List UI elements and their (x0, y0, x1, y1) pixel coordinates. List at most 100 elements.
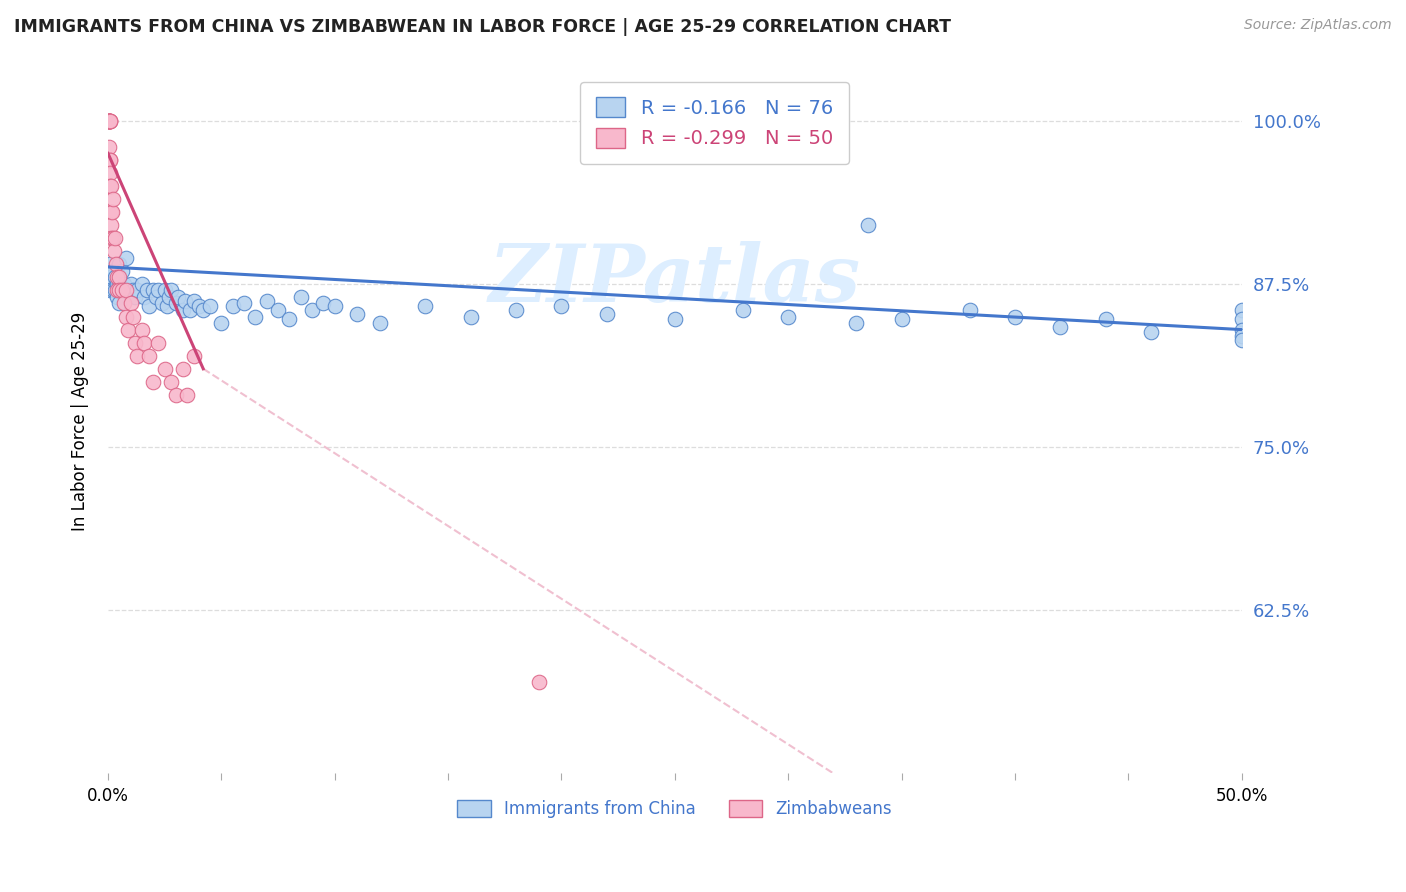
Point (856, 218, 879, 232)
Point (101, 231, 124, 245)
Point (1230, 303, 1253, 318)
Point (97, 113, 120, 128)
Point (245, 310, 267, 324)
Point (108, 277, 131, 291)
Point (115, 251, 138, 265)
Point (146, 335, 169, 350)
Point (221, 299, 243, 313)
Point (98, 166, 121, 180)
Point (460, 310, 482, 324)
Point (110, 264, 132, 278)
Point (108, 296, 131, 310)
Point (165, 296, 187, 310)
Point (142, 375, 165, 389)
Point (127, 349, 149, 363)
Point (110, 284, 132, 298)
Point (120, 296, 142, 310)
Point (183, 293, 205, 308)
Point (890, 312, 912, 326)
Point (301, 303, 323, 318)
Point (290, 290, 312, 304)
Point (368, 316, 391, 330)
Point (157, 290, 180, 304)
Point (120, 277, 142, 291)
Point (138, 349, 160, 363)
Point (146, 284, 169, 298)
Point (172, 303, 194, 318)
Point (323, 299, 346, 313)
Point (1230, 312, 1253, 326)
Point (193, 303, 215, 318)
Point (100, 218, 122, 232)
Point (1230, 323, 1253, 337)
Point (153, 361, 176, 376)
Point (256, 293, 278, 308)
Point (105, 277, 128, 291)
Point (101, 264, 124, 278)
Point (131, 323, 153, 337)
Point (101, 192, 124, 206)
Point (122, 284, 145, 298)
Point (312, 296, 335, 310)
Point (134, 335, 156, 350)
Point (105, 270, 128, 285)
Point (115, 310, 138, 324)
Point (550, 299, 572, 313)
Point (98, 270, 121, 285)
Point (98, 113, 121, 128)
Point (98, 113, 121, 128)
Point (1049, 320, 1071, 334)
Point (160, 284, 183, 298)
Point (101, 205, 124, 219)
Point (100, 179, 122, 194)
Point (101, 284, 124, 298)
Point (134, 290, 156, 304)
Point (152, 296, 174, 310)
Point (97, 113, 120, 128)
Point (959, 303, 981, 318)
Point (117, 323, 139, 337)
Point (138, 299, 160, 313)
Point (346, 307, 368, 321)
Point (100, 179, 122, 194)
Point (167, 290, 190, 304)
Point (145, 290, 167, 304)
Point (505, 303, 527, 318)
Point (176, 388, 198, 402)
Point (233, 296, 256, 310)
Point (160, 375, 183, 389)
Point (100, 231, 122, 245)
Point (122, 310, 145, 324)
Text: Source: ZipAtlas.com: Source: ZipAtlas.com (1244, 18, 1392, 32)
Point (1230, 333, 1253, 347)
Point (97, 113, 120, 128)
Point (100, 205, 122, 219)
Point (267, 303, 290, 318)
Point (415, 299, 437, 313)
Point (98, 113, 121, 128)
Point (187, 299, 209, 313)
Point (1094, 312, 1116, 326)
Point (156, 299, 179, 313)
Point (1140, 325, 1163, 339)
Point (1004, 310, 1026, 324)
Point (108, 284, 131, 298)
Point (104, 270, 127, 285)
Point (198, 299, 221, 313)
Point (97, 113, 120, 128)
Point (98, 140, 121, 154)
Point (112, 277, 135, 291)
Point (103, 244, 125, 259)
Point (731, 303, 754, 318)
Point (778, 310, 800, 324)
Point (98, 257, 121, 271)
Point (104, 284, 127, 298)
Point (98, 113, 121, 128)
Point (98, 113, 121, 128)
Y-axis label: In Labor Force | Age 25-29: In Labor Force | Age 25-29 (72, 311, 89, 531)
Point (596, 307, 619, 321)
Point (209, 316, 232, 330)
Point (153, 284, 176, 298)
Point (664, 312, 686, 326)
Point (98, 113, 121, 128)
